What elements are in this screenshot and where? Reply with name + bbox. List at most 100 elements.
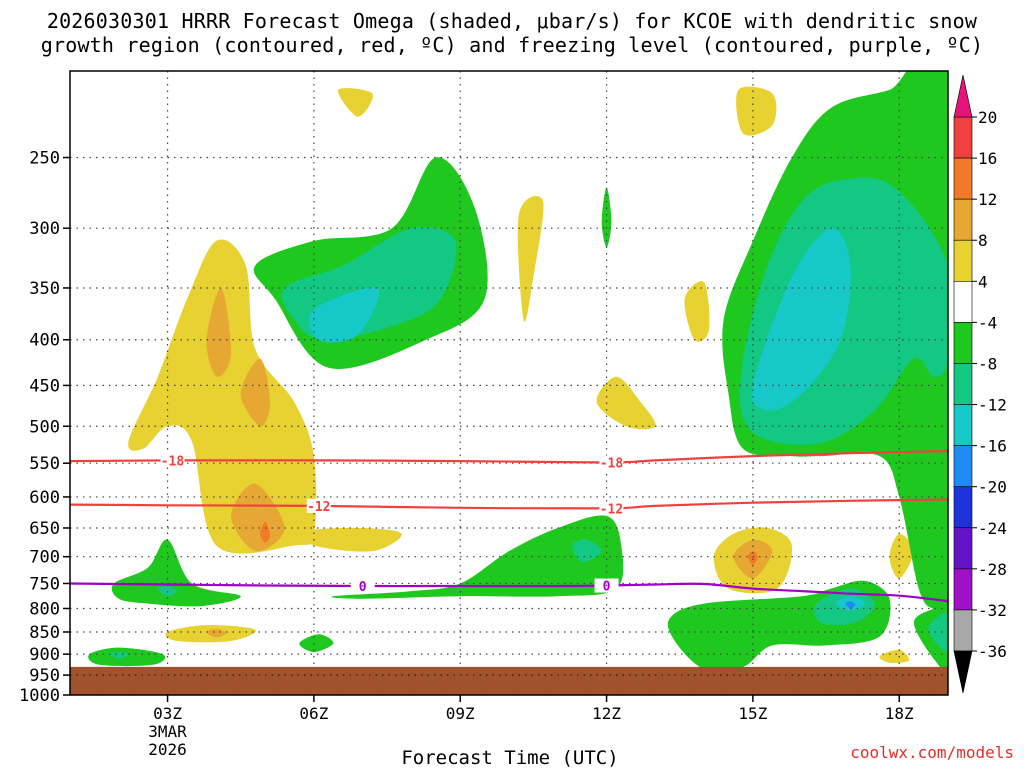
omega-region-rise-near-9z — [304, 527, 402, 552]
contour-label-bg-5 — [594, 578, 619, 593]
omega-region-rise-18z-low — [879, 649, 910, 663]
plot-area: -18 -18 -12 -12 0 0 — [70, 71, 948, 695]
omega-region-rise-upper-left-core-b — [240, 358, 270, 427]
omega-region-rise-mid-left-core — [231, 483, 285, 552]
contour-label-2: -12 — [307, 500, 330, 515]
x-tick-sublabel-0: 3MAR — [148, 722, 187, 741]
omega-region-sink-far-low-left-8 — [109, 651, 129, 659]
y-tick-label-1000: 1000 — [19, 686, 60, 706]
omega-region-sink-low-right-16 — [845, 601, 856, 609]
colorbar-label-5: -4 — [978, 313, 997, 332]
y-tick-label-250: 250 — [29, 149, 60, 169]
omega-colorbar: 20 16 12 8 4 -4 -8 -12 -16 -20 -24 -28 -32 -36 — [953, 74, 1007, 694]
colorbar-bin--32 — [953, 609, 973, 652]
y-tick-label-700: 700 — [29, 548, 60, 568]
omega-region-rise-low-left-core — [206, 628, 227, 638]
colorbar-bin--16 — [953, 445, 973, 487]
terrain-below-surface — [70, 666, 948, 695]
omega-region-rise-13z — [684, 281, 710, 342]
colorbar-bin-12 — [953, 198, 973, 241]
y-tick-label-400: 400 — [29, 331, 60, 351]
contour-label-5: 0 — [603, 580, 611, 595]
y-tick-label-350: 350 — [29, 279, 60, 299]
ground-fill — [70, 666, 948, 695]
omega-region-sink-upper-right-12 — [751, 228, 851, 411]
omega-region-rise-15z-peak — [748, 551, 758, 565]
y-tick-label-750: 750 — [29, 574, 60, 594]
colorbar-bin-20 — [953, 116, 973, 159]
colorbar-bottom-extend — [953, 650, 973, 694]
colorbar-label-13: -36 — [978, 642, 1007, 661]
omega-region-rise-top-small — [338, 88, 373, 117]
colorbar-label-0: 20 — [978, 108, 997, 127]
plot-frame — [69, 70, 949, 696]
y-tick-label-550: 550 — [29, 454, 60, 474]
colorbar-label-8: -16 — [978, 437, 1007, 456]
y-tick-label-800: 800 — [29, 599, 60, 619]
colorbar-bin--8 — [953, 363, 973, 405]
contour-label-0: -18 — [161, 454, 185, 469]
y-tick-label-500: 500 — [29, 417, 60, 437]
x-tick-sublabel-1: 2026 — [148, 740, 187, 759]
colorbar-label-3: 8 — [978, 231, 988, 250]
omega-shading — [88, 71, 948, 672]
colorbar-bin--20 — [953, 486, 973, 529]
omega-region-sink-12z-small — [601, 187, 612, 248]
contour-label-3: -12 — [600, 502, 623, 517]
contour-label-bg-2 — [306, 498, 331, 513]
x-tick-label-15Z: 15Z — [738, 704, 767, 723]
y-tick-label-600: 600 — [29, 488, 60, 508]
contour-lines: -18 -18 -12 -12 0 0 — [70, 449, 948, 603]
colorbar-label-1: 16 — [978, 149, 997, 168]
colorbar-bin-16 — [953, 157, 973, 200]
credit-text[interactable]: coolwx.com/models — [850, 743, 1014, 762]
contour-label-bg-3 — [599, 501, 624, 516]
omega-region-sink-mid-center — [331, 515, 624, 599]
y-tick-label-900: 900 — [29, 645, 60, 665]
omega-region-rise-upper-left-core-a — [206, 287, 232, 378]
omega-region-sink-06z-small — [299, 634, 334, 652]
contour-label-bg-0 — [160, 453, 185, 468]
y-tick-label-850: 850 — [29, 623, 60, 643]
omega-region-sink-mid-center-8 — [572, 539, 602, 563]
omega-region-rise-18z — [889, 533, 914, 579]
contour-dendritic-top — [70, 449, 948, 464]
colorbar-label-9: -20 — [978, 478, 1007, 497]
omega-region-sink-low-far-right-8 — [928, 612, 948, 652]
omega-region-sink-far-low-left — [88, 647, 166, 667]
colorbar-bin-4 — [953, 281, 973, 323]
colorbar-bin--24 — [953, 527, 973, 570]
omega-region-rise-upper-left — [128, 239, 317, 554]
x-tick-label-18Z: 18Z — [885, 704, 914, 723]
colorbar-bin--4 — [953, 322, 973, 364]
x-tick-label-12Z: 12Z — [592, 704, 621, 723]
omega-region-sink-low-left — [111, 539, 241, 607]
x-axis-title: Forecast Time (UTC) — [401, 747, 618, 768]
colorbar-label-4: 4 — [978, 272, 988, 291]
colorbar-bin-8 — [953, 239, 973, 282]
omega-region-sink-upper-mid-12 — [309, 287, 380, 343]
colorbar-bin--28 — [953, 568, 973, 611]
y-tick-label-950: 950 — [29, 666, 60, 686]
contour-label-bg-4 — [350, 579, 375, 594]
omega-region-rise-10z — [517, 196, 544, 322]
pressure-axis: 2503003504004505005506006507007508008509… — [19, 149, 70, 706]
contour-label-1: -18 — [600, 457, 624, 472]
omega-region-rise-mid-left-peak — [260, 521, 270, 543]
x-tick-label-03Z: 03Z — [153, 704, 182, 723]
chart-title-line-1: 2026030301 HRRR Forecast Omega (shaded, … — [46, 9, 978, 33]
contour-label-bg-1 — [599, 455, 624, 470]
contour-dendritic-bottom — [70, 498, 948, 510]
y-tick-label-450: 450 — [29, 376, 60, 396]
colorbar-label-2: 12 — [978, 190, 997, 209]
chart-title-line-2: growth region (contoured, red, ºC) and f… — [40, 33, 984, 57]
colorbar-label-10: -24 — [978, 519, 1007, 538]
omega-region-rise-15z-top — [736, 86, 777, 136]
colorbar-label-12: -32 — [978, 601, 1007, 620]
y-tick-label-300: 300 — [29, 219, 60, 239]
colorbar-label-11: -28 — [978, 560, 1007, 579]
omega-region-rise-12z-upper — [596, 376, 656, 430]
colorbar-bin--12 — [953, 404, 973, 446]
